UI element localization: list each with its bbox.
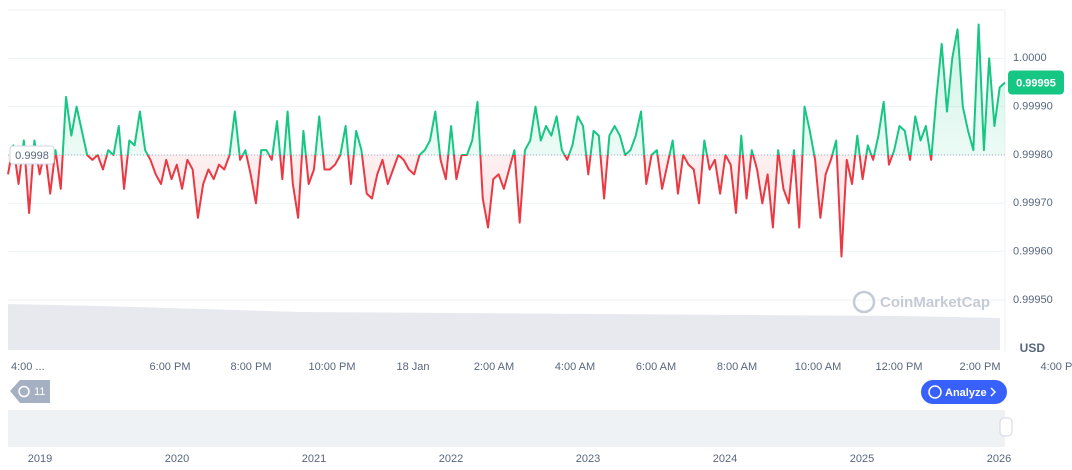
- x-tick-label: 8:00 PM: [231, 361, 272, 373]
- x-axis: 4:00 ... 6:00 PM 8:00 PM 10:00 PM 18 Jan 2:00…: [11, 361, 1072, 373]
- analyze-chevron: [990, 387, 997, 397]
- x-tick-label: 4:00 ...: [11, 361, 45, 373]
- badge-icon: [18, 385, 30, 398]
- badge-count: 11: [34, 386, 45, 398]
- year-label: 2024: [713, 453, 737, 465]
- y-tick-label: 0.99950: [1013, 294, 1053, 306]
- range-handle[interactable]: [999, 417, 1013, 437]
- x-tick-label: 4:00 PM: [1041, 361, 1072, 373]
- x-tick-label: 10:00 AM: [795, 361, 841, 373]
- x-tick-label: 2:00 AM: [474, 361, 514, 373]
- year-label: 2022: [439, 453, 463, 465]
- year-label: 2023: [576, 453, 600, 465]
- year-label: 2025: [850, 453, 874, 465]
- watermark-logo: [852, 290, 876, 314]
- analyze-bg: [921, 380, 1007, 404]
- price-tag: 0.99995: [1016, 77, 1056, 89]
- baseline-label-bg: [9, 145, 55, 165]
- events-badge[interactable]: 11: [10, 380, 50, 403]
- watermark-text: CoinMarketCap: [880, 294, 990, 311]
- range-years: 2019 2020 2021 2022 2023 2024 2025 2026: [28, 453, 1011, 465]
- y-tick-label: 0.99960: [1013, 246, 1053, 258]
- x-tick-label: 18 Jan: [396, 361, 429, 373]
- badge-shape: [10, 380, 50, 403]
- year-label: 2021: [302, 453, 326, 465]
- analyze-icon: [928, 385, 942, 399]
- y-tick-label: 1.0000: [1013, 52, 1047, 64]
- baseline-label: 0.9998: [15, 150, 49, 162]
- y-tick-label: 0.99990: [1013, 101, 1053, 113]
- price-line: [7, 23, 1006, 258]
- x-tick-label: 4:00 AM: [555, 361, 595, 373]
- watermark: CoinMarketCap: [852, 290, 990, 314]
- grid: 1.0000 0.99990 0.99980 0.99970 0.99960 0.9995…: [8, 52, 1053, 306]
- y-tick-label: 0.99970: [1013, 197, 1053, 209]
- series: 0.9998 0.99995: [7, 23, 1064, 258]
- volume-band: [8, 304, 1000, 350]
- year-label: 2019: [28, 453, 52, 465]
- price-area: [8, 24, 1005, 257]
- analyze-button[interactable]: Analyze: [921, 380, 1007, 404]
- year-label: 2020: [165, 453, 189, 465]
- x-tick-label: 6:00 PM: [150, 361, 191, 373]
- analyze-label: Analyze: [945, 387, 987, 399]
- range-navigator[interactable]: [8, 410, 1005, 447]
- year-label: 2026: [987, 453, 1011, 465]
- x-tick-label: 10:00 PM: [308, 361, 355, 373]
- x-tick-label: 12:00 PM: [875, 361, 922, 373]
- x-tick-label: 8:00 AM: [717, 361, 757, 373]
- y-tick-label: 0.99980: [1013, 149, 1053, 161]
- currency-label: USD: [1020, 341, 1046, 355]
- price-tag-bg: [1008, 70, 1064, 95]
- x-tick-label: 6:00 AM: [636, 361, 676, 373]
- x-tick-label: 2:00 PM: [960, 361, 1001, 373]
